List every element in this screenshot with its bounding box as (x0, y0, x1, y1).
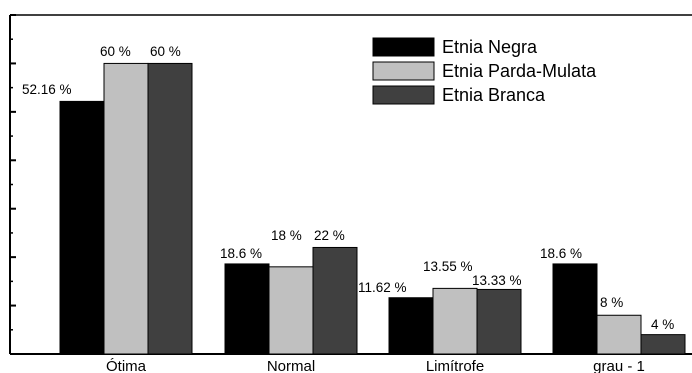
legend-swatch-2 (372, 61, 435, 81)
data-label-1-1: 52.16 % (22, 82, 72, 97)
legend: Etnia Negra Etnia Parda-Mulata Etnia Branc… (372, 37, 597, 105)
bar-3-2 (312, 246, 358, 355)
bar-1-4 (552, 263, 598, 355)
bar-3-4 (640, 334, 686, 355)
data-label-1-2: 18.6 % (220, 246, 262, 261)
bar-1-1 (59, 100, 105, 355)
bar-3-3 (476, 288, 522, 355)
data-label-3-2: 22 % (314, 228, 345, 243)
bar-1-2 (224, 263, 270, 355)
data-label-2-3: 13.55 % (423, 259, 473, 274)
data-labels: 52.16 % 60 % 60 % 18.6 % 18 % 22 % 11.62 % 13.5… (22, 44, 674, 332)
data-label-3-1: 60 % (150, 44, 181, 59)
data-label-2-1: 60 % (100, 44, 131, 59)
data-label-3-3: 13.33 % (472, 273, 522, 288)
category-label: grau - 1 (593, 358, 645, 373)
category-label: Normal (267, 358, 315, 373)
legend-label-2: Etnia Parda-Mulata (442, 61, 597, 81)
data-label-2-4: 8 % (600, 295, 623, 310)
bar-1-3 (388, 297, 434, 355)
bar-2-3 (432, 287, 478, 355)
bar-2-1 (103, 62, 149, 355)
data-label-3-4: 4 % (651, 317, 674, 332)
legend-label-1: Etnia Negra (442, 37, 538, 57)
bar-2-2 (268, 266, 314, 355)
legend-label-3: Etnia Branca (442, 85, 546, 105)
data-label-1-3: 11.62 % (358, 280, 407, 295)
bar-2-4 (596, 314, 642, 355)
bar-3-1 (147, 62, 193, 355)
category-label: Limítrofe (426, 358, 484, 373)
bars (59, 62, 686, 355)
category-labels: Ótima Normal Limítrofe grau - 1 (106, 358, 645, 373)
data-label-2-2: 18 % (271, 228, 302, 243)
legend-swatch-1 (372, 37, 435, 57)
legend-swatch-3 (372, 85, 435, 105)
data-label-1-4: 18.6 % (540, 246, 582, 261)
category-label: Ótima (106, 358, 147, 373)
